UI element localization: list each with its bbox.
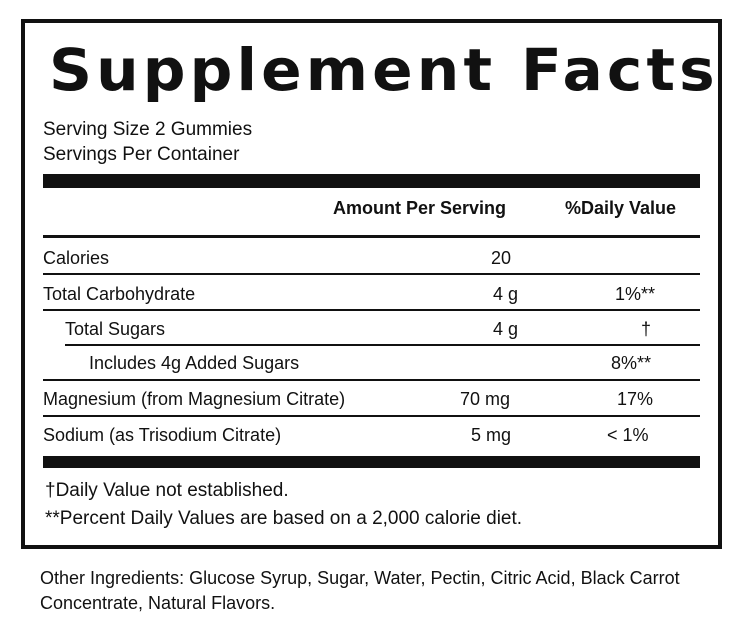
row-divider — [43, 415, 700, 417]
row-amount-total-carbohydrate: 4 g — [493, 284, 519, 304]
row-divider — [43, 273, 700, 275]
row-label-added-sugars: Includes 4g Added Sugars — [89, 353, 300, 373]
row-label-total-carbohydrate: Total Carbohydrate — [43, 284, 196, 304]
row-dv-total-carbohydrate: 1%** — [615, 284, 656, 304]
row-label-calories: Calories — [43, 248, 110, 268]
daily-value-header: %Daily Value — [565, 198, 677, 218]
row-divider — [65, 344, 700, 346]
row-label-total-sugars: Total Sugars — [65, 319, 166, 339]
row-amount-sodium: 5 mg — [471, 425, 512, 445]
servings-per-container: Servings Per Container — [43, 144, 240, 165]
serving-size: Serving Size 2 Gummies — [43, 119, 253, 140]
footnote-dagger: †Daily Value not established. — [45, 480, 289, 501]
row-dv-sodium: < 1% — [607, 425, 649, 445]
row-amount-calories: 20 — [491, 248, 512, 268]
row-amount-total-sugars: 4 g — [493, 319, 519, 339]
row-amount-magnesium: 70 mg — [460, 389, 511, 409]
row-divider — [43, 309, 700, 311]
amount-per-serving-header: Amount Per Serving — [333, 198, 507, 218]
supplement-facts-panel: Supplement Facts Serving Size 2 Gummies … — [21, 19, 722, 549]
row-dv-total-sugars: † — [641, 319, 652, 339]
row-label-sodium: Sodium (as Trisodium Citrate) — [43, 425, 282, 445]
header-divider — [43, 235, 700, 238]
row-divider — [43, 379, 700, 381]
panel-title: Supplement Facts — [49, 36, 719, 104]
thick-divider-top — [43, 174, 700, 188]
other-ingredients: Other Ingredients: Glucose Syrup, Sugar,… — [40, 568, 680, 613]
row-dv-magnesium: 17% — [617, 389, 654, 409]
footnote-percent-daily-values: **Percent Daily Values are based on a 2,… — [45, 508, 523, 529]
row-label-magnesium: Magnesium (from Magnesium Citrate) — [43, 389, 346, 409]
row-dv-added-sugars: 8%** — [611, 353, 652, 373]
thick-divider-bottom — [43, 456, 700, 468]
